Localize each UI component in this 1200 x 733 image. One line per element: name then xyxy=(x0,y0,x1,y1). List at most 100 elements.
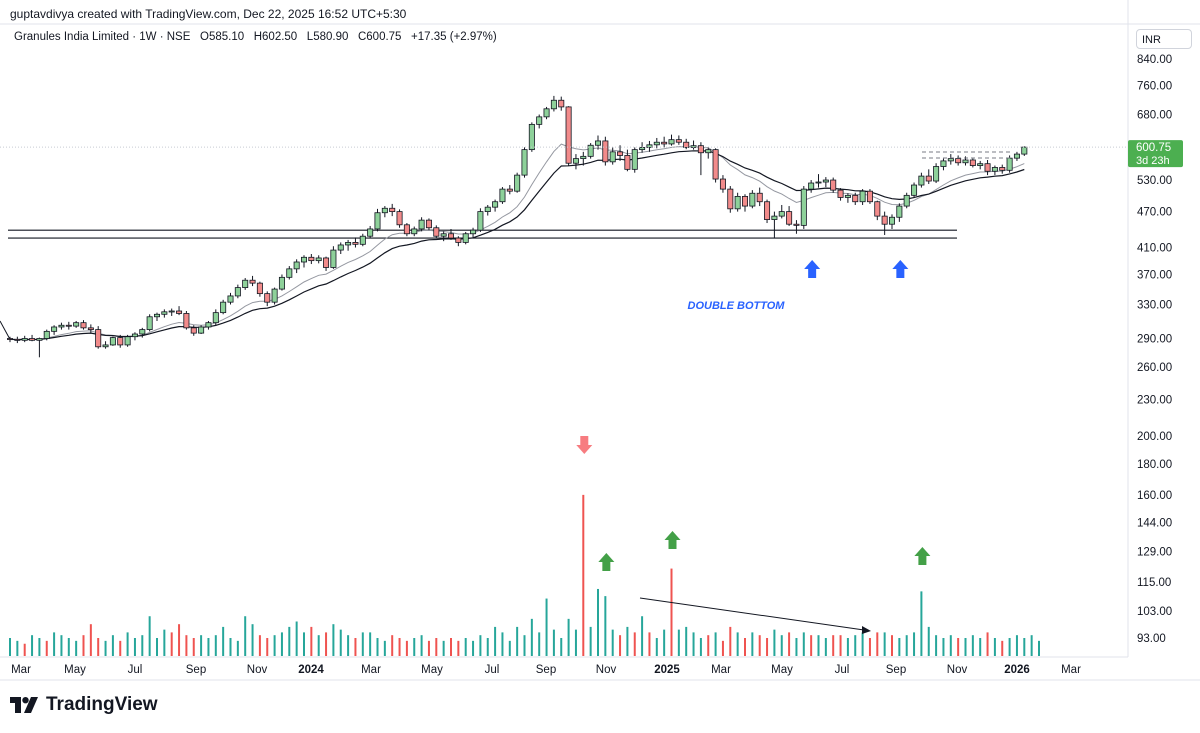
candle-body xyxy=(955,158,962,164)
candle-body xyxy=(367,228,374,237)
candle-body xyxy=(881,215,888,225)
x-tick-label: Nov xyxy=(247,664,268,676)
candle-body xyxy=(918,175,925,186)
candle-body xyxy=(43,330,50,339)
candle xyxy=(896,203,903,222)
candle-body xyxy=(7,338,13,340)
symbol-legend[interactable]: Granules India Limited · 1W · NSE O585.1… xyxy=(14,31,497,43)
candles xyxy=(7,95,1028,358)
candle-body xyxy=(212,312,219,324)
candle-body xyxy=(396,211,403,226)
candle-body xyxy=(984,163,991,172)
candle-body xyxy=(1021,146,1028,155)
candle-body xyxy=(190,327,197,334)
candle-body xyxy=(352,242,359,245)
candle-body xyxy=(661,141,668,145)
candle xyxy=(124,334,131,347)
candle-body xyxy=(256,282,263,295)
x-tick-label: Jul xyxy=(485,664,500,676)
y-tick-label: 103.00 xyxy=(1137,606,1172,618)
candle-body xyxy=(146,316,153,330)
candle-body xyxy=(896,205,903,218)
candle-body xyxy=(58,324,65,328)
legend-change: +17.35 (+2.97%) xyxy=(411,31,497,43)
candle xyxy=(727,186,734,213)
candle xyxy=(925,169,932,185)
candle-body xyxy=(764,201,771,220)
y-tick-label: 530.00 xyxy=(1137,175,1172,187)
candle xyxy=(852,192,859,205)
candle xyxy=(161,309,168,318)
candle-body xyxy=(866,190,873,203)
candle xyxy=(345,239,352,251)
candle xyxy=(947,154,954,165)
candle xyxy=(153,312,160,321)
candle-body xyxy=(425,219,432,229)
y-tick-label: 230.00 xyxy=(1137,394,1172,406)
x-tick-label: May xyxy=(771,664,793,676)
candle-body xyxy=(675,139,682,143)
candle xyxy=(749,190,756,209)
x-tick-label: Nov xyxy=(947,664,968,676)
y-tick-label: 330.00 xyxy=(1137,300,1172,312)
candle xyxy=(300,255,307,268)
candle xyxy=(73,320,80,328)
candle-body xyxy=(220,301,227,314)
candle xyxy=(447,228,454,240)
candle-body xyxy=(455,237,462,243)
candle-body xyxy=(668,139,675,145)
candle xyxy=(102,341,109,349)
y-tick-label: 180.00 xyxy=(1137,459,1172,471)
candle-body xyxy=(719,178,726,190)
candle xyxy=(999,164,1006,174)
volume-trend-arrowhead xyxy=(862,626,871,634)
candle xyxy=(602,136,609,166)
candle-body xyxy=(572,158,579,164)
candle xyxy=(220,299,227,315)
candle xyxy=(58,322,65,330)
candle xyxy=(558,96,565,111)
currency-selector[interactable]: INR xyxy=(1136,29,1192,49)
candle xyxy=(844,193,851,203)
candle xyxy=(381,206,388,218)
candle xyxy=(330,246,337,269)
candle-body xyxy=(403,224,410,235)
candle-body xyxy=(153,313,160,318)
candle-body xyxy=(14,339,21,341)
candle xyxy=(315,255,322,264)
candle-body xyxy=(822,179,829,183)
volume-bars xyxy=(9,494,1040,656)
candle xyxy=(955,155,962,166)
candle xyxy=(242,278,249,290)
candle xyxy=(411,226,418,237)
legend-low: L580.90 xyxy=(306,31,349,43)
tradingview-logo[interactable]: TradingView xyxy=(10,694,158,716)
candle xyxy=(764,199,771,224)
candle-body xyxy=(286,268,293,278)
candle xyxy=(837,188,844,201)
y-tick-label: 370.00 xyxy=(1137,269,1172,281)
candle-body xyxy=(646,144,653,148)
candle xyxy=(21,335,28,343)
candle xyxy=(719,175,726,193)
x-tick-label: Jul xyxy=(835,664,850,676)
candle-body xyxy=(139,329,146,335)
candle xyxy=(176,306,183,316)
candle xyxy=(256,281,263,297)
signal-arrow-down-icon xyxy=(576,436,593,454)
x-tick-label: 2024 xyxy=(298,664,324,676)
candle-body xyxy=(903,194,910,207)
candle xyxy=(433,225,440,239)
x-tick-label: Mar xyxy=(711,664,731,676)
candle-body xyxy=(749,192,756,207)
candle xyxy=(705,147,712,159)
x-tick-label: Nov xyxy=(596,664,617,676)
candle-body xyxy=(308,256,315,262)
x-tick-label: May xyxy=(64,664,86,676)
candle-body xyxy=(734,195,741,210)
candle-body xyxy=(962,159,969,164)
candle-body xyxy=(117,337,124,346)
candle xyxy=(889,214,896,229)
candle xyxy=(367,225,374,239)
